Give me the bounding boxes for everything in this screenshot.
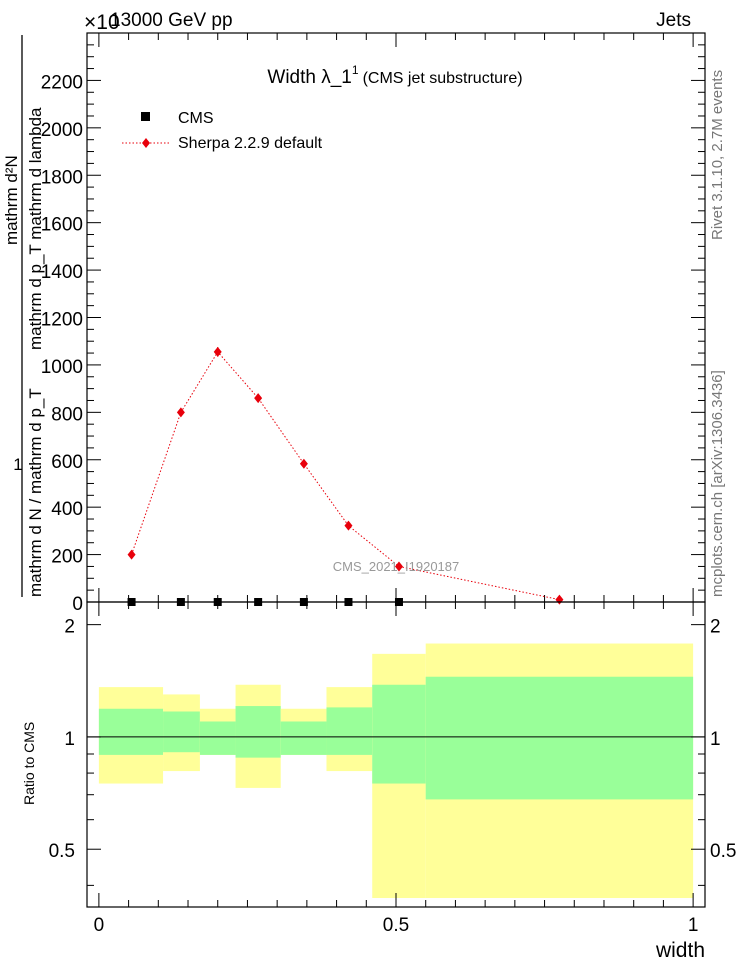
header-jets-label: Jets [656,10,691,31]
ratio-xtick-label: 0.5 [383,915,409,936]
ylabel-numerator-2: mathrm d p_T mathrm d lambda [26,107,45,350]
sherpa-point [213,346,222,357]
ylabel-denominator: mathrm d N / mathrm d p_T [26,388,45,597]
legend-sherpa-label: Sherpa 2.2.9 default [178,135,323,152]
ratio-plot: 0.5 0.5 1 1 2 2 0 0.5 1 [49,602,736,936]
analysis-watermark: CMS_2021_I1920187 [333,559,460,574]
sherpa-point [254,393,263,404]
main-ytick-label: 400 [51,499,83,520]
ratio-band-inner [98,708,164,755]
legend-cms-label: CMS [178,110,214,127]
main-ytick-label: 600 [51,452,83,473]
main-ytick-label: 800 [51,404,83,425]
ratio-ytick-label-left: 1 [64,729,75,750]
main-ytick-label: 2000 [41,120,83,141]
x-axis-label: width [655,939,705,962]
ratio-band-inner [163,711,200,753]
ratio-band-inner [235,706,281,758]
rivet-label: Rivet 3.1.10, 2.7M events [709,70,726,240]
header-energy-label: 13000 GeV pp [110,10,233,31]
ratio-band-inner [280,721,327,755]
ratio-ytick-label-left: 2 [64,617,75,638]
mcplots-label: mcplots.cern.ch [arXiv:1306.3436] [709,370,726,597]
main-title: Width λ_11 (CMS jet substructure) [267,63,522,88]
main-ytick-label: 1000 [41,357,83,378]
header-exponent: ×10 [84,11,120,34]
sherpa-point [555,594,564,605]
sherpa-point [176,407,185,418]
ratio-ylabel: Ratio to CMS [21,722,37,805]
sherpa-point [127,549,136,560]
ratio-ytick-label-right: 2 [710,617,721,638]
ratio-ytick-label-left: 0.5 [49,841,75,862]
sherpa-point [299,458,308,469]
ylabel-numerator: mathrm d²N [2,155,21,245]
main-plot: 0 200 400 600 800 1000 1200 1400 1600 1800 2000 220… [41,33,705,615]
legend-sherpa-marker [142,138,150,148]
ratio-xtick-label: 1 [688,915,699,936]
main-ytick-label: 1200 [41,310,83,331]
main-ylabel: mathrm d²N mathrm d p_T mathrm d lambda … [2,35,45,597]
ylabel-one: 1 [13,455,22,474]
ratio-xtick-label: 0 [94,915,105,936]
main-title-suffix: (CMS jet substructure) [363,70,523,87]
main-ytick-label: 0 [72,594,83,615]
main-ytick-label: 2200 [41,72,83,93]
sherpa-line [131,351,560,601]
ratio-ytick-label-right: 1 [710,729,721,750]
ratio-band-inner [326,707,373,755]
main-title-superscript: 1 [352,63,359,77]
ratio-band-inner [199,721,236,755]
sherpa-point [394,561,403,572]
main-title-text: Width λ_1 [267,67,351,88]
sherpa-point [344,520,353,531]
main-ytick-label: 1800 [41,167,83,188]
main-ytick-label: 200 [51,547,83,568]
ratio-plot-frame [86,601,706,908]
ratio-band-inner [372,684,426,784]
legend-cms-marker [141,112,150,121]
ratio-ytick-label-right: 0.5 [710,841,736,862]
ratio-band-inner [425,676,694,800]
main-ytick-label: 1400 [41,262,83,283]
main-ytick-label: 1600 [41,215,83,236]
